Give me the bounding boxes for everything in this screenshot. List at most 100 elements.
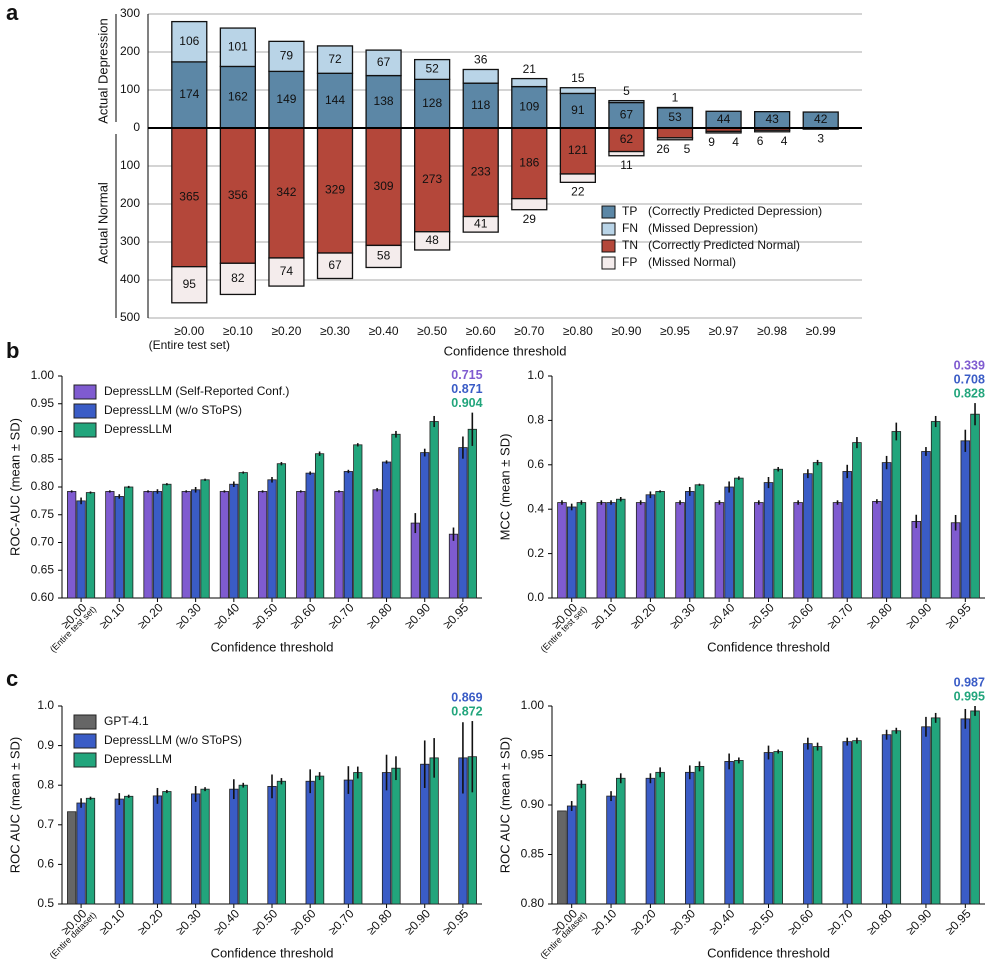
bar <box>803 743 813 905</box>
bar <box>276 780 287 905</box>
data-label: 22 <box>571 185 585 199</box>
x-tick-label: ≥0.70 <box>326 906 357 937</box>
data-label: 67 <box>620 107 634 121</box>
bar <box>467 428 477 599</box>
bar <box>124 795 134 905</box>
x-tick-label: ≥0.30 <box>667 906 698 937</box>
x-tick-label: ≥0.50 <box>249 906 280 937</box>
legend-label: DepressLLM (Self-Reported Conf.) <box>104 384 289 398</box>
bar <box>842 741 852 905</box>
bar-segment <box>462 215 499 233</box>
x-tick-label: ≥0.90 <box>611 324 641 338</box>
legend-label: FN <box>622 221 638 235</box>
y-tick-label: 0.8 <box>527 413 544 427</box>
legend-swatch <box>601 256 616 270</box>
legend-label: FP <box>622 255 637 269</box>
bar <box>557 502 567 599</box>
data-label: 3 <box>817 131 824 145</box>
y-tick-label: 200 <box>120 44 140 58</box>
bar-segment <box>219 262 256 296</box>
bar <box>645 777 656 905</box>
bar <box>76 802 86 905</box>
x-tick-label: ≥0.40 <box>706 906 737 937</box>
data-label: 62 <box>620 132 634 146</box>
bar <box>596 502 607 599</box>
x-tick-label: ≥0.70 <box>825 906 856 937</box>
bar-segment <box>219 65 256 129</box>
y-tick-label: 0.8 <box>37 777 54 791</box>
bar-segment <box>365 49 402 77</box>
y-tick-label: 0.60 <box>31 590 55 604</box>
y-tick-label: 0.95 <box>31 396 55 410</box>
bar <box>921 451 931 599</box>
data-label: 6 <box>757 134 764 148</box>
bar <box>85 492 96 599</box>
bar-segment <box>414 78 451 129</box>
bar <box>891 431 902 599</box>
x-tick-label: ≥0.70 <box>514 324 544 338</box>
legend-label: DepressLLM (w/o SToPS) <box>104 733 242 747</box>
legend-label: TP <box>622 204 637 218</box>
bar <box>162 791 172 905</box>
bar-segment <box>462 68 499 84</box>
y-tick-label: 1.00 <box>31 368 55 382</box>
y-tick-label: 0.95 <box>521 748 545 762</box>
group-label: Actual Normal <box>95 182 110 264</box>
bar <box>655 491 665 599</box>
bar <box>606 795 616 905</box>
x-tick-label: ≥0.30 <box>320 324 350 338</box>
bar <box>950 522 961 599</box>
x-tick-label: ≥0.40 <box>706 600 737 631</box>
annotation: 0.987 <box>954 675 985 689</box>
x-tick-label: ≥0.40 <box>211 906 242 937</box>
x-tick-label: ≥0.98 <box>757 324 787 338</box>
bar <box>970 710 980 905</box>
y-tick-label: 0.70 <box>31 535 55 549</box>
x-tick-label: ≥0.90 <box>903 906 934 937</box>
data-label: 342 <box>276 185 296 199</box>
bar <box>420 452 430 599</box>
bar-segment <box>268 40 305 73</box>
data-label: 128 <box>422 96 442 110</box>
bar <box>930 421 941 599</box>
bar <box>685 771 695 905</box>
bar <box>832 502 843 599</box>
data-label: 58 <box>377 249 391 263</box>
x-tick-label: ≥0.30 <box>173 600 204 631</box>
group-label: Actual Depression <box>95 18 110 124</box>
y-tick-label: 0.2 <box>527 546 544 560</box>
bar <box>305 472 315 599</box>
data-label: 91 <box>571 103 585 117</box>
y-tick-label: 0.4 <box>527 501 544 515</box>
bar <box>229 788 239 905</box>
legend-description: (Correctly Predicted Normal) <box>648 238 800 252</box>
y-tick-label: 0.85 <box>521 847 545 861</box>
data-label: 121 <box>568 143 588 157</box>
bar <box>143 491 153 599</box>
x-axis-label: Confidence threshold <box>707 945 830 960</box>
data-label: 67 <box>377 55 391 69</box>
bar-segment <box>414 58 451 81</box>
y-tick-label: 0.90 <box>31 424 55 438</box>
bar <box>200 479 210 599</box>
x-tick-label: ≥0.10 <box>97 906 128 937</box>
bar <box>343 471 353 599</box>
y-tick-label: 400 <box>120 272 140 286</box>
data-label: 4 <box>781 134 788 148</box>
bar <box>76 500 86 599</box>
bar <box>114 798 124 905</box>
bar <box>754 502 764 599</box>
y-tick-label: 0.75 <box>31 507 55 521</box>
y-tick-label: 0.9 <box>37 738 54 752</box>
bar <box>429 757 439 905</box>
y-tick-label: 200 <box>120 196 140 210</box>
y-tick-label: 1.0 <box>527 368 544 382</box>
bar <box>655 771 665 905</box>
bar-segment <box>316 252 354 280</box>
x-tick-label: ≥0.95 <box>943 600 974 631</box>
data-label: 41 <box>474 217 488 231</box>
y-axis-label: ROC AUC (mean ± SD) <box>7 737 22 873</box>
x-axis-label: Confidence threshold <box>444 343 567 358</box>
bar-segment <box>316 45 354 74</box>
annotation: 0.995 <box>954 689 985 703</box>
